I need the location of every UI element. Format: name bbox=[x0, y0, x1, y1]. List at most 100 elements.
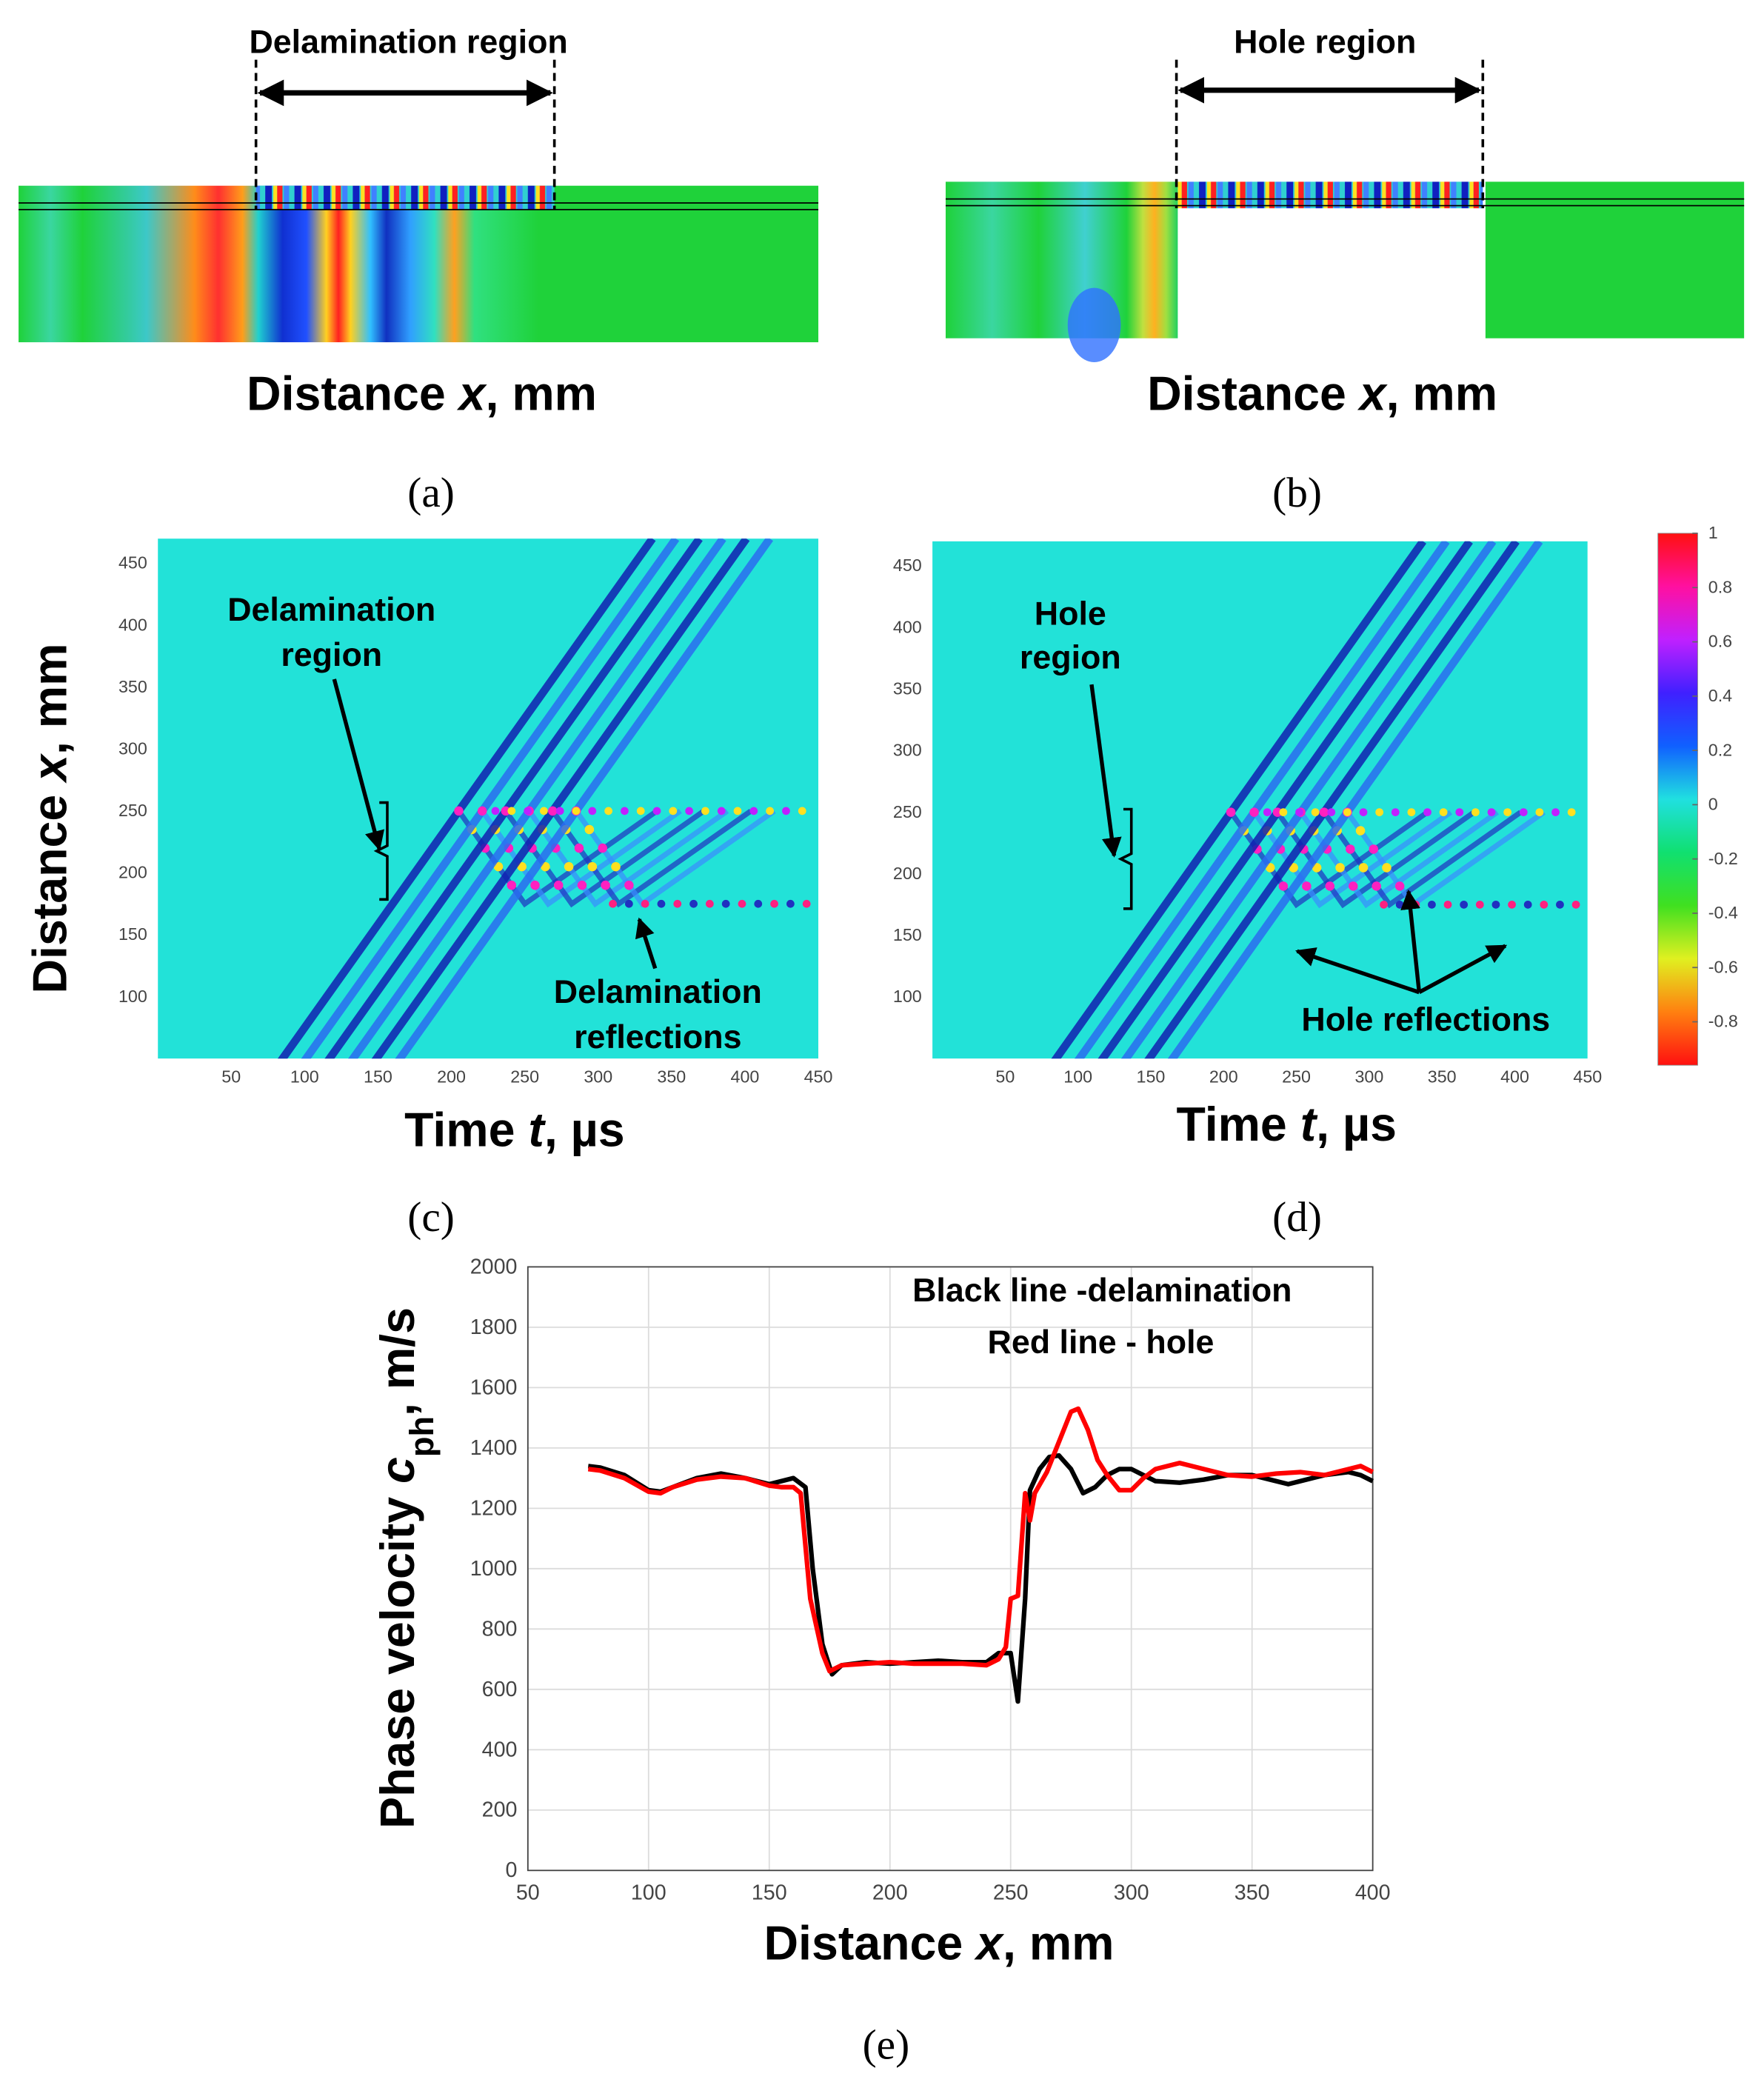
wave-dot bbox=[689, 899, 698, 908]
label-part: Distance bbox=[247, 367, 459, 420]
wave-dot bbox=[1327, 808, 1336, 816]
annotation: Hole bbox=[1035, 596, 1106, 633]
label-part: , µs bbox=[544, 1103, 625, 1156]
wave-dot bbox=[721, 899, 730, 908]
annotation: Delamination bbox=[554, 973, 762, 1010]
wave-dot bbox=[1411, 900, 1420, 909]
wave-dot bbox=[624, 899, 633, 908]
wave-dot bbox=[701, 807, 709, 815]
label-part: Time bbox=[404, 1103, 528, 1156]
wave-dot bbox=[733, 807, 742, 815]
wave-dot bbox=[1567, 808, 1576, 816]
field-spot bbox=[1067, 287, 1121, 362]
wave-dot bbox=[1588, 901, 1596, 909]
wave-dot bbox=[524, 807, 532, 815]
y-tick-label: 450 bbox=[118, 553, 147, 573]
annotation: Black line -delamination bbox=[912, 1272, 1292, 1309]
annotation: Delamination bbox=[227, 591, 435, 628]
wave-dot bbox=[1394, 881, 1405, 891]
wave-dot bbox=[1346, 844, 1355, 854]
wave-dot bbox=[1571, 900, 1580, 909]
wave-dot bbox=[652, 807, 661, 815]
wave-dot bbox=[1226, 807, 1236, 817]
x-tick-label: 400 bbox=[731, 1067, 760, 1086]
y-tick-label: 350 bbox=[118, 677, 147, 696]
panel-label: (d) bbox=[1272, 1194, 1322, 1241]
y-tick-label: 200 bbox=[118, 863, 147, 882]
wave-dot bbox=[782, 807, 790, 815]
wave-dot bbox=[851, 900, 859, 908]
wave-dot bbox=[1523, 900, 1532, 909]
wave-dot bbox=[1439, 808, 1448, 816]
x-tick-label: 200 bbox=[437, 1067, 466, 1086]
annotation: Hole region bbox=[1234, 24, 1416, 61]
wave-dot bbox=[1407, 808, 1416, 816]
wave-dot bbox=[621, 807, 629, 815]
wave-dot bbox=[673, 899, 682, 908]
wave-dot bbox=[1491, 900, 1500, 909]
label-part: x bbox=[974, 1916, 1005, 1969]
x-tick-label: 150 bbox=[364, 1067, 392, 1086]
wave-dot bbox=[770, 899, 778, 908]
wave-dot bbox=[598, 843, 607, 853]
label-part: , mm bbox=[1003, 1916, 1114, 1969]
annotation: region bbox=[1020, 639, 1121, 676]
colorbar-tick-label: 0.6 bbox=[1708, 632, 1732, 651]
wave-dot bbox=[835, 900, 843, 908]
wave-dot bbox=[1380, 900, 1388, 909]
wave-dot bbox=[553, 880, 564, 890]
label-part: t bbox=[1300, 1098, 1318, 1151]
y-axis-label: Phase velocity cph, m/s bbox=[371, 1307, 441, 1829]
field bbox=[1485, 181, 1745, 338]
colorbar-tick-label: 0.2 bbox=[1708, 740, 1732, 759]
wave-dot bbox=[1311, 808, 1320, 816]
wave-dot bbox=[867, 900, 875, 908]
wave-dot bbox=[766, 807, 774, 815]
x-tick-label: 150 bbox=[752, 1881, 787, 1905]
x-tick-label: 250 bbox=[1282, 1067, 1311, 1086]
label-part: c bbox=[371, 1457, 424, 1484]
y-tick-label: 1600 bbox=[470, 1375, 518, 1399]
colorbar-tick-label: 0.4 bbox=[1708, 686, 1732, 705]
wave-dot bbox=[786, 899, 795, 908]
wave-dot bbox=[1325, 881, 1335, 891]
wave-dot bbox=[1636, 901, 1644, 909]
annotation-arrow bbox=[1089, 684, 1122, 858]
wave-dot bbox=[501, 806, 511, 816]
heatmap bbox=[932, 541, 1644, 1059]
heatmap bbox=[158, 538, 875, 1059]
panel-label: (a) bbox=[407, 470, 455, 516]
x-tick-label: 350 bbox=[657, 1067, 686, 1086]
label-part: t bbox=[528, 1103, 546, 1156]
y-tick-label: 450 bbox=[893, 556, 922, 575]
colorbar-tick-label: 0 bbox=[1708, 795, 1718, 814]
wave-dot bbox=[1372, 881, 1381, 891]
y-tick-label: 800 bbox=[482, 1617, 518, 1641]
x-tick-label: 50 bbox=[516, 1881, 540, 1905]
panel-label: (b) bbox=[1272, 470, 1322, 516]
wave-dot bbox=[1358, 863, 1369, 873]
x-tick-label: 450 bbox=[804, 1067, 833, 1086]
wave-dot bbox=[1369, 844, 1379, 854]
x-tick-label: 300 bbox=[1114, 1881, 1149, 1905]
annotation: Hole reflections bbox=[1301, 1001, 1550, 1038]
wave-dot bbox=[802, 899, 811, 908]
y-tick-label: 400 bbox=[893, 617, 922, 636]
x-axis-label: Distance x, mm bbox=[764, 1916, 1115, 1969]
reflection-band bbox=[1322, 810, 1523, 909]
x-axis-label: Distance x, mm bbox=[247, 367, 597, 420]
wave-dot bbox=[1295, 808, 1303, 816]
panel-label: (e) bbox=[863, 2022, 910, 2069]
field-strip bbox=[1177, 181, 1483, 209]
wave-dot bbox=[1278, 881, 1289, 891]
wave-dot bbox=[454, 806, 464, 816]
wave-dot bbox=[572, 807, 581, 815]
x-tick-label: 400 bbox=[1500, 1067, 1529, 1086]
wave-dot bbox=[587, 861, 598, 872]
label-part: x bbox=[24, 753, 77, 784]
x-axis-label: Time t, µs bbox=[1176, 1098, 1397, 1151]
x-tick-label: 250 bbox=[993, 1881, 1029, 1905]
wave-dot bbox=[754, 899, 763, 908]
wave-dot bbox=[584, 824, 595, 835]
